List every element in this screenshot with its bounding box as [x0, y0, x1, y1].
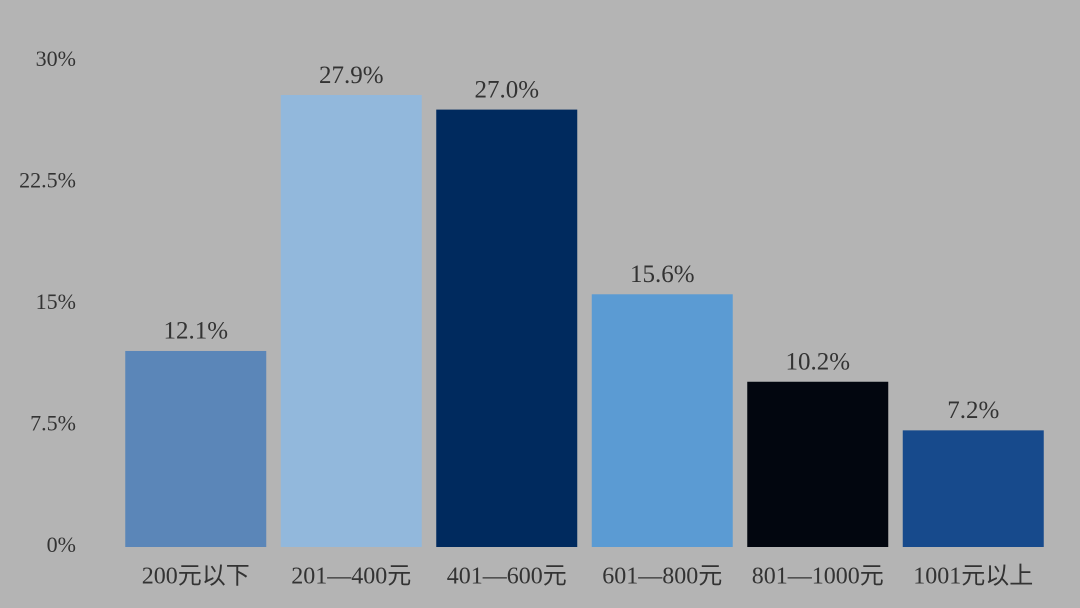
- y-tick-label: 22.5%: [19, 168, 76, 193]
- value-label: 12.1%: [163, 318, 228, 345]
- value-label: 15.6%: [630, 261, 695, 288]
- bar: [280, 95, 422, 548]
- y-tick-label: 15%: [36, 289, 76, 314]
- x-tick-label: 200元以下: [142, 564, 250, 590]
- x-tick-label: 801—1000元: [752, 564, 884, 590]
- y-tick-label: 30%: [36, 46, 76, 71]
- value-label: 27.0%: [474, 76, 539, 103]
- y-tick-label: 7.5%: [30, 411, 76, 436]
- value-label: 27.9%: [319, 62, 384, 89]
- value-label: 10.2%: [785, 348, 850, 375]
- bar: [125, 350, 267, 547]
- bar: [591, 294, 733, 547]
- x-tick-label: 401—600元: [447, 564, 567, 590]
- x-tick-label: 601—800元: [602, 564, 722, 590]
- bar: [747, 381, 889, 547]
- y-tick-label: 0%: [47, 532, 76, 557]
- bar: [436, 109, 578, 547]
- x-tick-label: 201—400元: [291, 564, 411, 590]
- bar: [902, 430, 1044, 547]
- x-tick-label: 1001元以上: [913, 563, 1033, 590]
- value-label: 7.2%: [947, 397, 999, 424]
